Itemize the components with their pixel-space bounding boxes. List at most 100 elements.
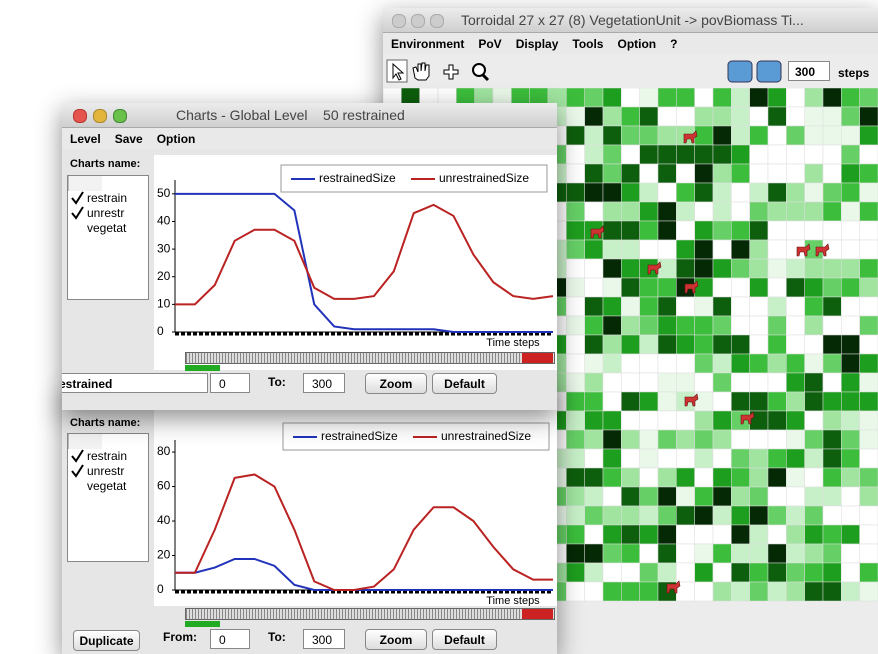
menu-item[interactable]: Level bbox=[70, 131, 101, 146]
grid-cell bbox=[621, 448, 640, 469]
grid-cell bbox=[841, 239, 860, 260]
grid-cell bbox=[767, 88, 787, 108]
list-item[interactable]: restrain bbox=[68, 191, 148, 206]
grid-cell bbox=[749, 562, 769, 583]
chart-list: restrain unrestr vegetat bbox=[67, 433, 149, 562]
grid-cell bbox=[602, 410, 622, 431]
grid-cell bbox=[621, 277, 640, 298]
animal-agent bbox=[740, 411, 755, 425]
name-field[interactable]: estrained bbox=[62, 373, 208, 393]
grid-cell bbox=[841, 353, 860, 374]
grid-cell bbox=[694, 410, 714, 431]
grid-cell bbox=[657, 239, 677, 260]
grid-cell bbox=[584, 239, 604, 260]
time-scroller[interactable] bbox=[185, 352, 555, 364]
from-field[interactable]: 0 bbox=[210, 373, 250, 393]
scrollbar[interactable] bbox=[68, 434, 102, 449]
zoom-button[interactable] bbox=[430, 14, 444, 28]
grid-cell bbox=[731, 125, 750, 146]
forward-button[interactable] bbox=[756, 60, 782, 83]
minimize-button[interactable] bbox=[93, 109, 107, 123]
menu-item[interactable]: Display bbox=[515, 36, 559, 51]
default-button[interactable]: Default bbox=[432, 373, 497, 394]
from-field[interactable]: 0 bbox=[210, 629, 250, 649]
grid-cell bbox=[712, 448, 732, 469]
move-tool[interactable] bbox=[443, 64, 459, 80]
duplicate-button[interactable]: Duplicate bbox=[73, 630, 140, 651]
grid-cell bbox=[602, 334, 622, 355]
grid-cell bbox=[804, 562, 824, 583]
grid-cell bbox=[731, 391, 750, 412]
grid-cell bbox=[767, 220, 787, 241]
grid-cell bbox=[584, 429, 604, 450]
grid-cell bbox=[841, 220, 860, 241]
grid-cell bbox=[767, 524, 787, 545]
grid-cell bbox=[859, 486, 878, 507]
list-item[interactable]: vegetat bbox=[68, 479, 148, 494]
list-item[interactable]: restrain bbox=[68, 449, 148, 464]
grid-cell bbox=[804, 277, 824, 298]
grid-cell bbox=[786, 429, 805, 450]
grid-cell bbox=[602, 429, 622, 450]
grid-cell bbox=[602, 543, 622, 564]
menu-item[interactable]: ? bbox=[670, 36, 678, 51]
to-field[interactable]: 300 bbox=[303, 373, 345, 393]
grid-cell bbox=[657, 334, 677, 355]
zoom-tool[interactable] bbox=[472, 63, 490, 82]
menu-item[interactable]: Environment bbox=[391, 36, 465, 51]
check bbox=[71, 206, 84, 220]
grid-cell bbox=[657, 353, 677, 374]
grid-cell bbox=[731, 163, 750, 184]
hand-tool[interactable] bbox=[412, 62, 430, 81]
zoom-button[interactable]: Zoom bbox=[365, 629, 427, 650]
menu-item[interactable]: PoV bbox=[478, 36, 502, 51]
list-item[interactable]: vegetat bbox=[68, 221, 148, 236]
menu-item[interactable]: Option bbox=[617, 36, 657, 51]
scrollbar[interactable] bbox=[68, 176, 102, 191]
grid-cell bbox=[694, 486, 714, 507]
minimize-button[interactable] bbox=[411, 14, 425, 28]
zoom-button[interactable]: Zoom bbox=[365, 373, 427, 394]
list-item[interactable]: unrestr bbox=[68, 206, 148, 221]
grid-cell bbox=[657, 125, 677, 146]
grid-cell bbox=[602, 258, 622, 279]
zoom-button[interactable] bbox=[113, 109, 127, 123]
grid-cell bbox=[712, 543, 732, 564]
grid-cell bbox=[804, 391, 824, 412]
grid-cell bbox=[602, 106, 622, 127]
close-button[interactable] bbox=[73, 109, 87, 123]
grid-cell bbox=[767, 429, 787, 450]
menu-item[interactable]: Save bbox=[114, 131, 143, 146]
grid-cell bbox=[841, 277, 860, 298]
back-button[interactable] bbox=[727, 60, 753, 83]
grid-cell bbox=[657, 372, 677, 393]
title-bar: Torroidal 27 x 27 (8) VegetationUnit -> … bbox=[383, 8, 878, 33]
grid-cell bbox=[859, 524, 878, 545]
grid-cell bbox=[786, 182, 805, 203]
grid-cell bbox=[676, 334, 695, 355]
grid-cell bbox=[584, 467, 604, 488]
grid-cell bbox=[712, 562, 732, 583]
grid-cell bbox=[841, 486, 860, 507]
default-button[interactable]: Default bbox=[432, 629, 497, 650]
grid-cell bbox=[566, 201, 585, 222]
grid-cell bbox=[566, 581, 585, 602]
grid-cell bbox=[767, 410, 787, 431]
menu-item[interactable]: Tools bbox=[572, 36, 604, 51]
menu-item[interactable]: Option bbox=[156, 131, 196, 146]
grid-cell bbox=[822, 88, 842, 108]
grid-cell bbox=[786, 163, 805, 184]
steps-field[interactable]: 300 bbox=[788, 61, 830, 81]
grid-cell bbox=[694, 106, 714, 127]
time-scroller[interactable] bbox=[185, 608, 555, 620]
grid-cell bbox=[639, 220, 659, 241]
to-field[interactable]: 300 bbox=[303, 629, 345, 649]
grid-cell bbox=[731, 372, 750, 393]
grid-cell bbox=[566, 353, 585, 374]
grid-cell bbox=[639, 562, 659, 583]
close-button[interactable] bbox=[392, 14, 406, 28]
list-item[interactable]: unrestr bbox=[68, 464, 148, 479]
grid-cell bbox=[822, 125, 842, 146]
grid-cell bbox=[694, 163, 714, 184]
grid-cell bbox=[859, 505, 878, 526]
